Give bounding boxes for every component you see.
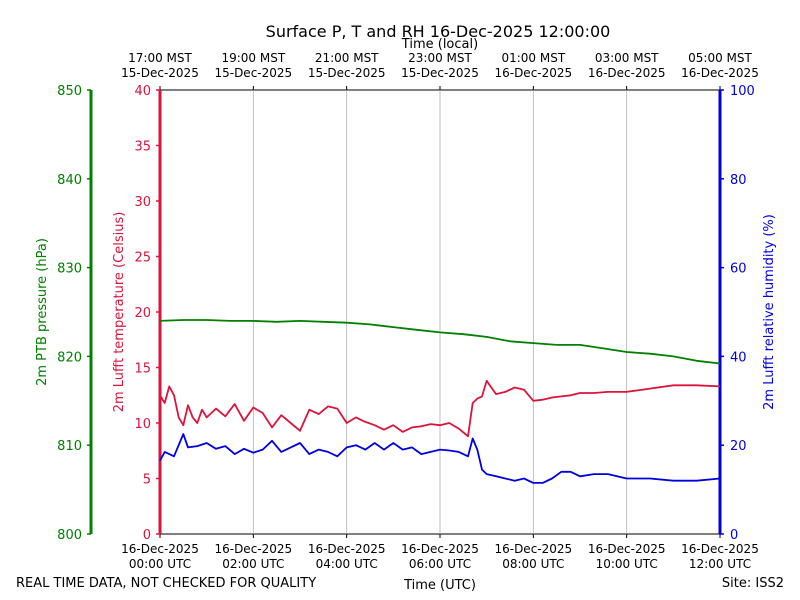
x-top-tick-label: 19:00 MST	[221, 51, 285, 65]
pressure-line	[159, 319, 721, 365]
pressure-tick-label: 800	[57, 528, 82, 543]
x-top-tick-label: 15-Dec-2025	[214, 66, 292, 80]
x-bottom-tick-label: 16-Dec-2025	[681, 542, 759, 556]
x-bottom-tick-label: 16-Dec-2025	[121, 542, 199, 556]
x-bottom-tick-label: 04:00 UTC	[316, 557, 378, 571]
temperature-tick-label: 0	[143, 528, 151, 543]
temperature-tick-label: 10	[134, 417, 151, 432]
x-bottom-tick-label: 12:00 UTC	[689, 557, 751, 571]
x-top-axis-label: Time (local)	[401, 37, 478, 52]
temperature-tick-label: 35	[134, 140, 151, 155]
x-bottom-tick-label: 16-Dec-2025	[588, 542, 666, 556]
x-top-tick-label: 16-Dec-2025	[681, 66, 759, 80]
x-bottom-tick-label: 02:00 UTC	[222, 557, 284, 571]
x-top-tick-label: 21:00 MST	[315, 51, 379, 65]
chart-title: Surface P, T and RH 16-Dec-2025 12:00:00	[266, 22, 611, 41]
x-top-tick-label: 15-Dec-2025	[121, 66, 199, 80]
temperature-tick-label: 15	[134, 362, 151, 377]
x-top-tick-label: 17:00 MST	[128, 51, 192, 65]
site-label: Site: ISS2	[721, 576, 784, 591]
x-bottom-axis-label: Time (UTC)	[403, 578, 476, 593]
x-top-tick-label: 05:00 MST	[688, 51, 752, 65]
humidity-tick-label: 0	[730, 528, 738, 543]
pressure-tick-label: 840	[57, 173, 82, 188]
humidity-tick-label: 60	[730, 262, 747, 277]
temperature-tick-label: 5	[143, 473, 151, 488]
x-top-tick-label: 16-Dec-2025	[588, 66, 666, 80]
x-bottom-tick-label: 16-Dec-2025	[494, 542, 572, 556]
x-top-tick-label: 15-Dec-2025	[401, 66, 479, 80]
x-bottom-tick-label: 10:00 UTC	[596, 557, 658, 571]
pressure-axis-label: 2m PTB pressure (hPa)	[35, 238, 50, 386]
x-bottom-tick-label: 16-Dec-2025	[401, 542, 479, 556]
humidity-tick-label: 20	[730, 439, 747, 454]
temperature-axis-label: 2m Lufft temperature (Celsius)	[112, 212, 127, 413]
pressure-tick-label: 830	[57, 262, 82, 277]
pressure-tick-label: 850	[57, 84, 82, 99]
temperature-tick-label: 25	[134, 251, 151, 266]
pressure-tick-label: 820	[57, 350, 82, 365]
temperature-tick-label: 30	[134, 195, 151, 210]
x-bottom-tick-label: 06:00 UTC	[409, 557, 471, 571]
x-top-tick-label: 15-Dec-2025	[308, 66, 386, 80]
x-top-tick-label: 03:00 MST	[595, 51, 659, 65]
pressure-tick-label: 810	[57, 439, 82, 454]
humidity-tick-label: 80	[730, 173, 747, 188]
x-bottom-tick-label: 16-Dec-2025	[308, 542, 386, 556]
humidity-tick-label: 40	[730, 350, 747, 365]
humidity-tick-label: 100	[730, 84, 755, 99]
x-bottom-tick-label: 08:00 UTC	[502, 557, 564, 571]
humidity-line	[159, 433, 721, 484]
x-top-tick-label: 16-Dec-2025	[494, 66, 572, 80]
x-top-tick-label: 23:00 MST	[408, 51, 472, 65]
humidity-axis-label: 2m Lufft relative humidity (%)	[762, 214, 777, 410]
x-bottom-tick-label: 00:00 UTC	[129, 557, 191, 571]
x-top-tick-label: 01:00 MST	[501, 51, 565, 65]
temperature-tick-label: 40	[134, 84, 151, 99]
temperature-tick-label: 20	[134, 306, 151, 321]
x-bottom-tick-label: 16-Dec-2025	[214, 542, 292, 556]
quality-disclaimer: REAL TIME DATA, NOT CHECKED FOR QUALITY	[16, 576, 317, 591]
temperature-line	[159, 379, 721, 438]
